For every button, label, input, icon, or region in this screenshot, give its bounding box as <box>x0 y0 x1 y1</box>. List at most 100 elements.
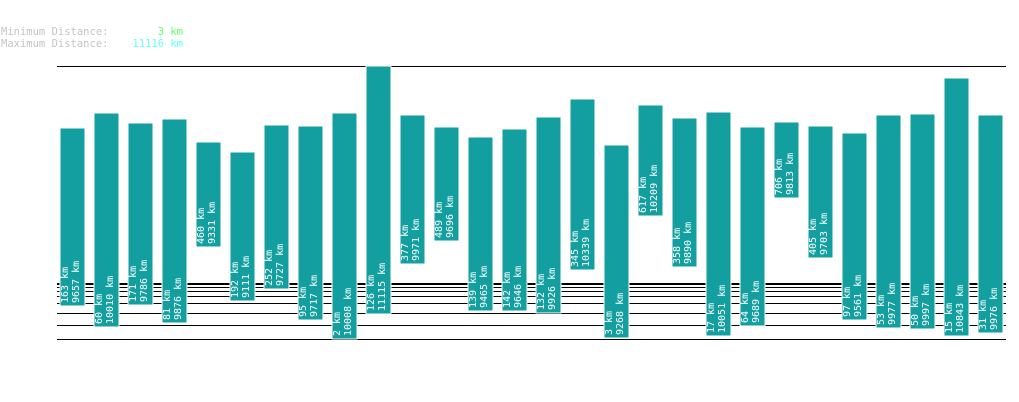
bar-max-label: 9971 km <box>411 219 422 261</box>
bar-max-label: 9561 km <box>853 275 864 317</box>
bar <box>263 124 290 290</box>
bar <box>535 116 562 314</box>
bar-min-label: 142 km <box>502 272 513 308</box>
bar-group: 139 km 9465 km <box>467 136 494 312</box>
bar-group: 31 km 9976 km <box>977 114 1004 334</box>
bar-group: 97 km 9561 km <box>841 132 868 321</box>
bar-min-label: 2 km <box>332 312 343 336</box>
bar-min-label: 358 km <box>672 228 683 264</box>
distance-summary: Minimum Distance: 3 km Maximum Distance: 1… <box>1 26 183 50</box>
bar-group: 171 km 9786 km <box>127 122 154 306</box>
bar-max-label: 9876 km <box>173 278 184 320</box>
bar <box>161 118 188 324</box>
bar-max-label: 9890 km <box>683 222 694 264</box>
bar-min-label: 95 km <box>298 287 309 317</box>
bar-min-label: 171 km <box>128 266 139 302</box>
bar-group: 2 km 10008 km <box>331 112 358 340</box>
bar-max-label: 9997 km <box>921 284 932 326</box>
bar-max-label: 10008 km <box>343 288 354 336</box>
bar-max-label: 9717 km <box>309 275 320 317</box>
bar <box>909 113 936 330</box>
bar-max-label: 9703 km <box>819 213 830 255</box>
bar <box>841 132 868 321</box>
bar <box>93 112 120 328</box>
maximum-distance-value: 11116 km <box>132 38 183 50</box>
bar-min-label: 15 km <box>944 303 955 333</box>
bar <box>195 141 222 248</box>
bar-max-label: 9696 km <box>445 196 456 238</box>
bar-max-label: 9111 km <box>241 256 252 298</box>
bar-group: 617 km 10209 km <box>637 104 664 217</box>
maximum-distance-row: Maximum Distance: 11116 km <box>1 38 183 50</box>
bar-max-label: 10010 km <box>105 276 116 324</box>
bar-group: 17 km 10051 km <box>705 111 732 337</box>
bar-group: 53 km 9977 km <box>875 114 902 329</box>
bar-max-label: 9268 km <box>615 293 626 335</box>
bar <box>467 136 494 312</box>
bar-min-label: 139 km <box>468 272 479 308</box>
bar-max-label: 9977 km <box>887 283 898 325</box>
bar-min-label: 64 km <box>740 293 751 323</box>
bar <box>127 122 154 306</box>
bar <box>943 77 970 337</box>
bar-max-label: 10209 km <box>649 165 660 213</box>
bar-min-label: 50 km <box>910 296 921 326</box>
bar-max-label: 10051 km <box>717 285 728 333</box>
bar <box>297 125 324 321</box>
bar <box>331 112 358 340</box>
bar <box>637 104 664 217</box>
bar-group: 15 km 10843 km <box>943 77 970 337</box>
bar-min-label: 132 km <box>536 274 547 310</box>
bar <box>739 126 766 327</box>
bar-max-label: 10339 km <box>581 219 592 267</box>
maximum-distance-label: Maximum Distance: <box>1 38 109 50</box>
bar-group: 142 km 9646 km <box>501 128 528 312</box>
bar-min-label: 706 km <box>774 159 785 195</box>
bar-min-label: 377 km <box>400 225 411 261</box>
bar-group: 192 km 9111 km <box>229 151 256 302</box>
minimum-distance-value: 3 km <box>157 26 183 38</box>
bar <box>59 127 86 307</box>
bar-max-label: 9813 km <box>785 153 796 195</box>
bar-group: 252 km 9727 km <box>263 124 290 290</box>
bar <box>433 126 460 242</box>
bar <box>229 151 256 302</box>
bar-group: 405 km 9703 km <box>807 125 834 259</box>
bar-max-label: 9331 km <box>207 202 218 244</box>
bar-group: 489 km 9696 km <box>433 126 460 242</box>
bar-max-label: 9657 km <box>71 261 82 303</box>
bar-group: 50 km 9997 km <box>909 113 936 330</box>
bar-max-label: 9465 km <box>479 266 490 308</box>
bar-max-label: 9646 km <box>513 266 524 308</box>
minimum-distance-label: Minimum Distance: <box>1 26 109 38</box>
bar-group: 81 km 9876 km <box>161 118 188 324</box>
bar-max-label: 9689 km <box>751 281 762 323</box>
bar-min-label: 97 km <box>842 287 853 317</box>
bar-min-label: 17 km <box>706 303 717 333</box>
bar-group: 60 km 10010 km <box>93 112 120 328</box>
bar-min-label: 405 km <box>808 219 819 255</box>
bar-group: 126 km 11115 km <box>365 65 392 315</box>
bar-group: 460 km 9331 km <box>195 141 222 248</box>
bar-group: 706 km 9813 km <box>773 121 800 199</box>
bar <box>501 128 528 312</box>
bar-min-label: 192 km <box>230 262 241 298</box>
bar-group: 95 km 9717 km <box>297 125 324 321</box>
bars: 163 km 9657 km 60 km 10010 km 171 km 9786 km 8… <box>59 65 1004 340</box>
bar-max-label: 9976 km <box>989 288 1000 330</box>
bar <box>671 117 698 268</box>
bar-min-label: 60 km <box>94 294 105 324</box>
bar-max-label: 10843 km <box>955 285 966 333</box>
bar-group: 132 km 9926 km <box>535 116 562 314</box>
bar-min-label: 617 km <box>638 177 649 213</box>
bar-min-label: 163 km <box>60 267 71 303</box>
bar-group: 3 km 9268 km <box>603 144 630 339</box>
bar <box>807 125 834 259</box>
bar <box>603 144 630 339</box>
bar-min-label: 53 km <box>876 295 887 325</box>
bar <box>569 98 596 271</box>
minimum-distance-row: Minimum Distance: 3 km <box>1 26 183 38</box>
bar-max-label: 9786 km <box>139 260 150 302</box>
bar-min-label: 126 km <box>366 275 377 311</box>
bar-min-label: 252 km <box>264 250 275 286</box>
